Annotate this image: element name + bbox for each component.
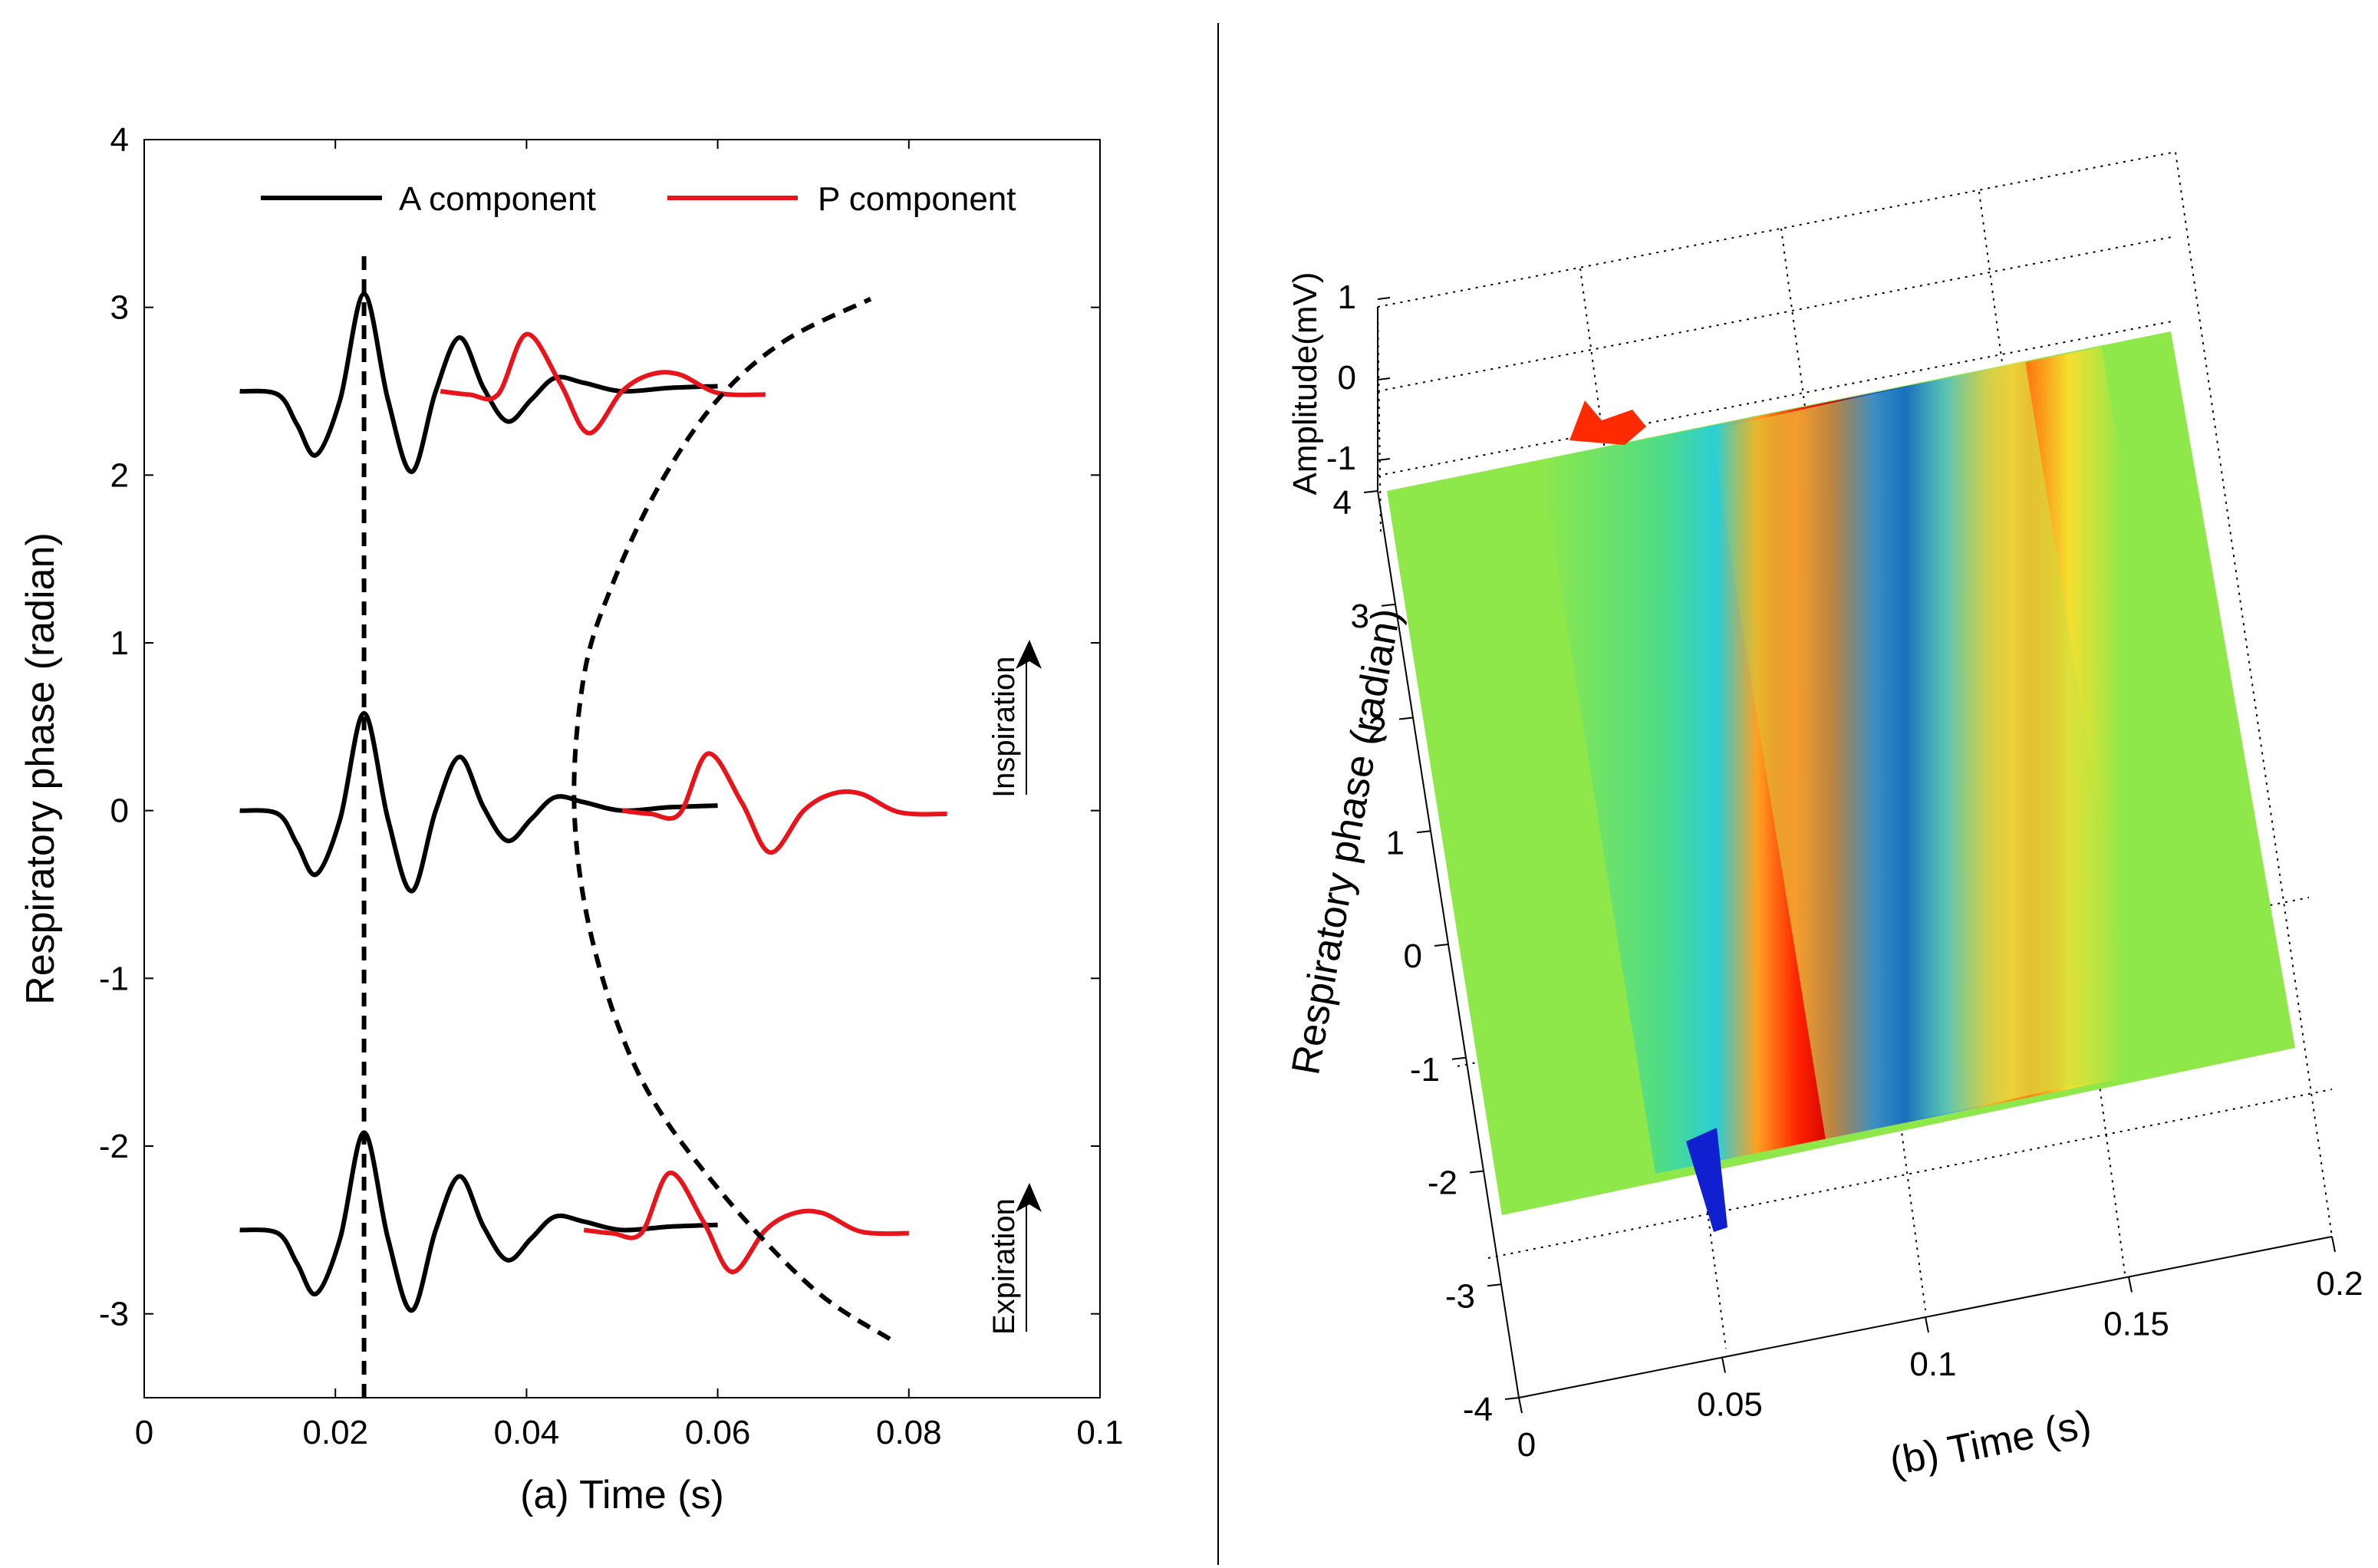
z-axis-label-b: Amplitude(mV): [1286, 272, 1324, 496]
panel-a: 0 0.02 0.04 0.06 0.08 0.1 -3 -2 -1 0 1 2 3 4 A compo…: [18, 121, 1124, 1517]
y-ticks-a: -3 -2 -1 0 1 2 3 4: [99, 121, 1100, 1333]
a-component-line: [239, 292, 718, 474]
x-tick-b: [1518, 1397, 1523, 1414]
x-tick-label-a: 0.06: [685, 1414, 751, 1451]
y-tick-label-b: -4: [1463, 1391, 1493, 1428]
y-tick-b: [1469, 1170, 1484, 1174]
y-tick-label-a: 0: [110, 792, 129, 830]
x-axis-label-a: (a) Time (s): [520, 1473, 724, 1517]
y-axis-label-a: Respiratory phase (radian): [18, 532, 63, 1005]
grid-ym3: [1487, 1089, 2333, 1259]
grid-zm1: [1377, 320, 2176, 476]
annotation-inspiration: Inspiration: [987, 640, 1042, 798]
z-tick-b: [1377, 458, 1391, 461]
inspiration-label: Inspiration: [987, 656, 1021, 798]
z-tick-b: [1377, 377, 1391, 380]
panel-b: 0 0.05 0.1 0.15 0.2 -4 -3 -2 -1 0 1 2 3 4 -1 0 1 (b) Tim…: [1283, 150, 2363, 1484]
x-tick-label-a: 0.02: [302, 1414, 368, 1451]
z-tick-label-b: 0: [1338, 359, 1356, 397]
y-tick-label-a: -2: [99, 1128, 129, 1165]
y-tick-label-b: 4: [1333, 484, 1352, 522]
series-a: [239, 249, 947, 1398]
p-component-line: [583, 1170, 909, 1274]
y-tick-label-a: 3: [110, 289, 129, 327]
x-tick-label-b: 0.15: [2103, 1306, 2169, 1343]
y-tick-label-b: -2: [1428, 1164, 1457, 1202]
y-tick-b: [1451, 1056, 1467, 1060]
y-tick-label-b: 1: [1386, 824, 1405, 861]
z-tick-b: [1377, 297, 1391, 300]
x-tick-label-a: 0.1: [1076, 1414, 1123, 1451]
y-tick-b: [1381, 603, 1396, 607]
y-tick-label-a: 2: [110, 456, 129, 494]
expiration-label: Expiration: [987, 1198, 1021, 1335]
a-component-line: [239, 1130, 718, 1313]
z-tick-label-b: -1: [1326, 440, 1356, 477]
y-tick-b: [1363, 490, 1378, 493]
x-tick-label-b: 0: [1517, 1426, 1536, 1464]
x-tick-label-a: 0.04: [494, 1414, 560, 1451]
back-edges: [1377, 150, 2333, 1237]
y-tick-b: [1504, 1397, 1520, 1400]
legend-a: A component P component: [261, 180, 1016, 218]
x-tick-b: [1721, 1357, 1726, 1373]
peak-top-red: [1569, 400, 1646, 445]
x-tick-b: [2331, 1236, 2336, 1253]
annotation-expiration: Expiration: [987, 1183, 1042, 1335]
legend-a-label: A component: [399, 180, 596, 218]
x-tick-label-a: 0: [135, 1414, 153, 1451]
x-tick-b: [2128, 1276, 2133, 1293]
axes-a-box: [143, 139, 1101, 1398]
x-tick-label-b: 0.05: [1697, 1386, 1763, 1424]
y-tick-label-b: 0: [1404, 937, 1422, 975]
y-tick-label-a: -3: [99, 1296, 129, 1333]
p-component-line: [621, 751, 947, 855]
grid-z0: [1377, 236, 2176, 392]
inspiration-arrowhead: [1016, 640, 1042, 669]
y-tick-label-b: -1: [1410, 1051, 1440, 1089]
p-component-line: [440, 331, 766, 436]
y-tick-label-a: 4: [110, 121, 129, 159]
surface-plot: [1387, 331, 2295, 1232]
y-tick-b: [1398, 716, 1414, 720]
legend-p-label: P component: [818, 180, 1016, 218]
expiration-arrowhead: [1016, 1183, 1042, 1212]
a-component-line: [239, 710, 718, 894]
x-tick-label-a: 0.08: [876, 1414, 942, 1451]
y-tick-label-a: -1: [99, 960, 129, 997]
x-tick-b: [1925, 1316, 1929, 1333]
y-tick-b: [1487, 1283, 1502, 1287]
x-tick-label-b: 0.2: [2316, 1265, 2363, 1303]
x-tick-label-b: 0.1: [1909, 1346, 1956, 1383]
y-tick-label-b: 2: [1369, 711, 1387, 749]
y-tick-b: [1416, 830, 1431, 834]
p-onset-dashed-curve: [571, 297, 891, 1341]
peak-bottom-blue: [1686, 1128, 1728, 1232]
ticks-3d: 0 0.05 0.1 0.15 0.2 -4 -3 -2 -1 0 1 2 3 4 -1 0 1: [1326, 278, 2363, 1464]
y-tick-label-a: 1: [110, 624, 129, 662]
x-ticks-a: 0 0.02 0.04 0.06 0.08 0.1: [135, 140, 1124, 1451]
z-tick-label-b: 1: [1338, 278, 1356, 316]
y-tick-label-b: 3: [1351, 598, 1369, 635]
surface-noise: [1711, 361, 2140, 1140]
y-tick-b: [1434, 944, 1449, 947]
y-tick-label-b: -3: [1445, 1277, 1475, 1315]
x-axis-label-b: (b) Time (s): [1886, 1402, 2095, 1484]
